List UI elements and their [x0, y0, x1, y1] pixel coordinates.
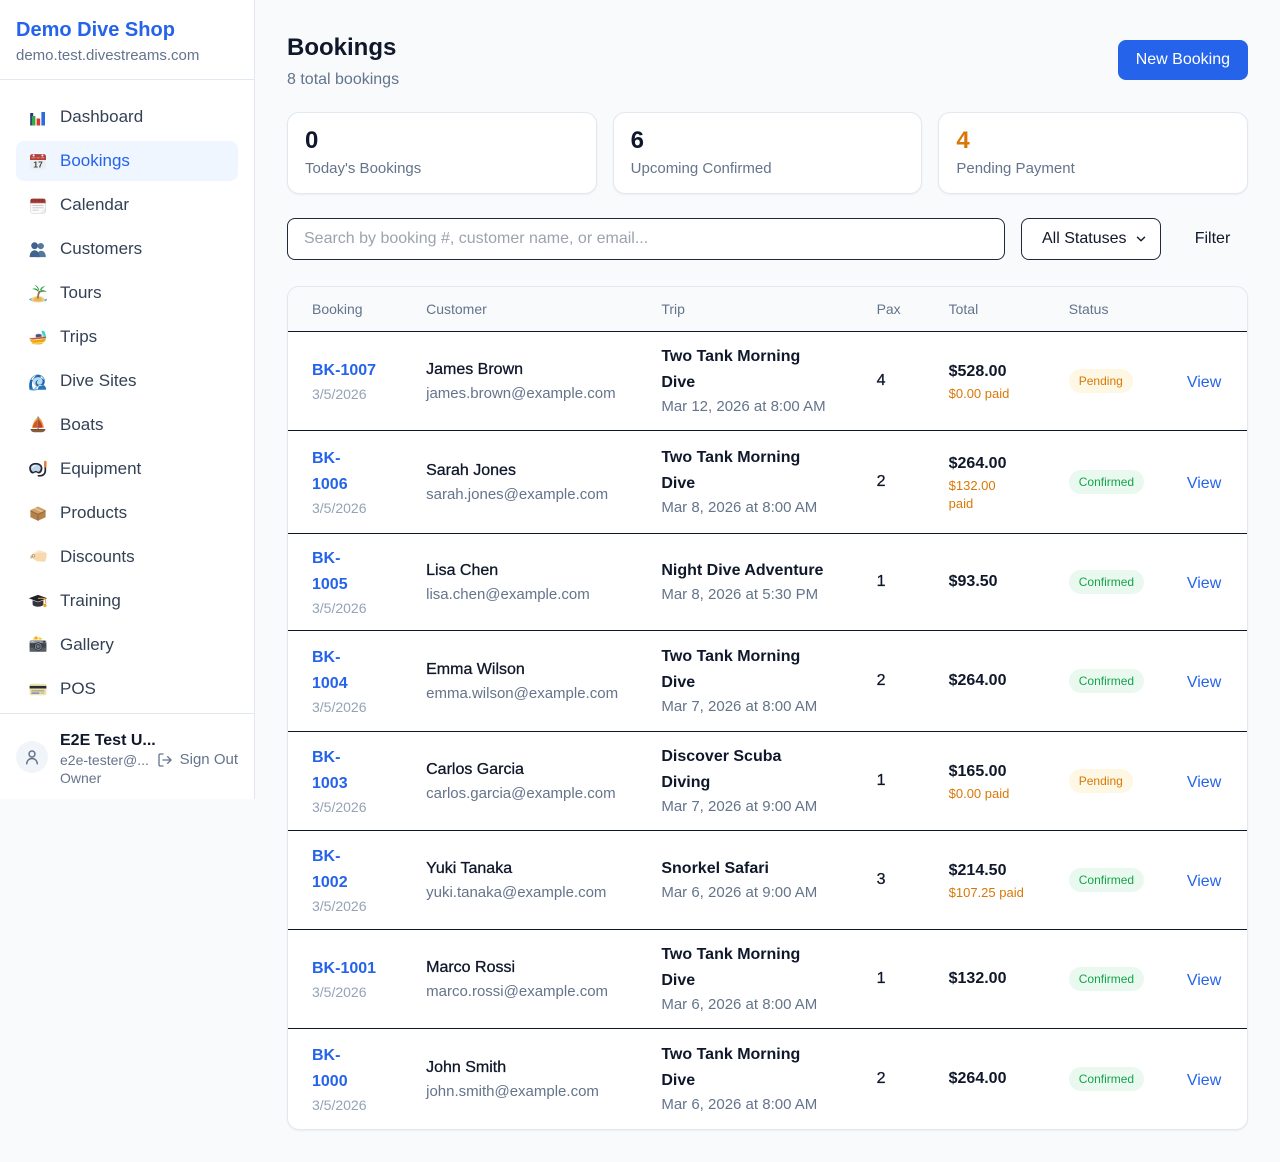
svg-text:17: 17: [33, 159, 43, 169]
